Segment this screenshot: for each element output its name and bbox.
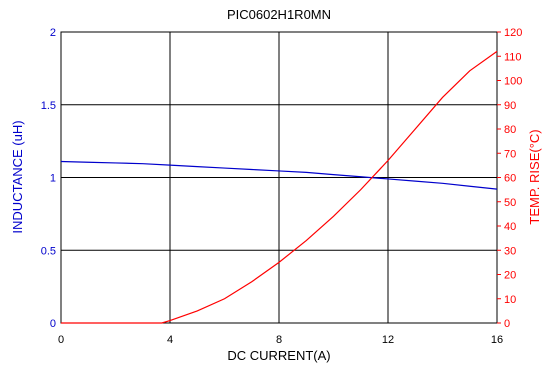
x-tick-label: 12 xyxy=(382,334,394,346)
right-axis-ticks: 0 10 20 30 40 50 60 70 80 90 100 110 120 xyxy=(497,27,522,330)
y-right-tick-label: 110 xyxy=(504,51,522,63)
y-right-tick-label: 60 xyxy=(504,173,516,185)
y-left-tick-label: 0 xyxy=(50,318,56,330)
right-axis-label: TEMP. RISE(°C) xyxy=(527,129,542,224)
y-right-tick-label: 40 xyxy=(504,221,516,233)
x-tick-label: 8 xyxy=(276,334,282,346)
y-right-tick-label: 0 xyxy=(504,318,510,330)
y-right-tick-label: 90 xyxy=(504,100,516,112)
series-line-temp-rise xyxy=(61,50,498,324)
x-tick-label: 4 xyxy=(167,334,173,346)
y-right-tick-label: 50 xyxy=(504,197,516,209)
y-right-tick-label: 30 xyxy=(504,245,516,257)
y-left-tick-label: 0.5 xyxy=(41,245,56,257)
x-tick-label: 0 xyxy=(58,334,64,346)
y-left-tick-label: 1.5 xyxy=(41,100,56,112)
left-axis-label: INDUCTANCE (uH) xyxy=(10,120,25,233)
series-line-inductance xyxy=(60,160,498,190)
y-left-tick-label: 1 xyxy=(50,173,56,185)
x-axis-ticks: 0 4 8 12 16 xyxy=(58,334,503,346)
y-left-tick-label: 2 xyxy=(50,27,56,39)
x-axis-label: DC CURRENT(A) xyxy=(227,348,330,363)
grid xyxy=(60,31,498,324)
y-right-tick-label: 70 xyxy=(504,148,516,160)
series-group xyxy=(60,50,498,324)
y-right-tick-label: 100 xyxy=(504,76,522,88)
y-right-tick-label: 20 xyxy=(504,270,516,282)
y-right-tick-label: 80 xyxy=(504,124,516,136)
left-axis-ticks: 0 0.5 1 1.5 2 xyxy=(41,27,56,330)
y-right-tick-label: 120 xyxy=(504,27,522,39)
chart-title: PIC0602H1R0MN xyxy=(227,7,331,22)
y-right-tick-label: 10 xyxy=(504,294,516,306)
x-tick-label: 16 xyxy=(491,334,503,346)
